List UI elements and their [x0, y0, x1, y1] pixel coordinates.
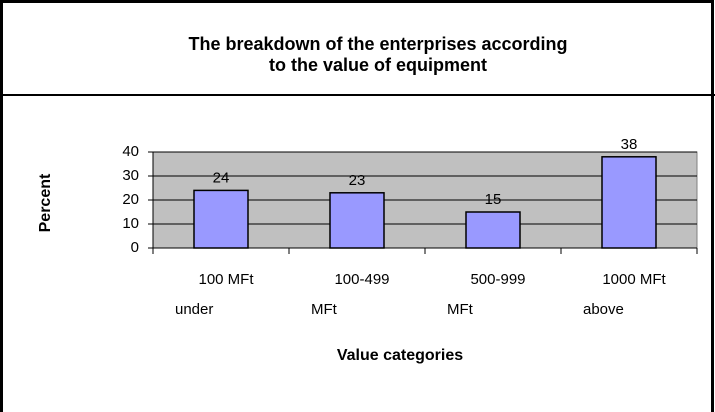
x-tick-label: 1000 MFt [602, 271, 666, 288]
x-axis-title: Value categories [337, 347, 463, 364]
y-tick-label: 10 [122, 215, 139, 232]
x-tick-label: under [175, 301, 213, 318]
data-label: 38 [621, 136, 638, 153]
bar [193, 189, 249, 249]
x-tick-label: 100 MFt [198, 271, 254, 288]
x-tick-label: 100-499 [334, 271, 389, 288]
chart-title: The breakdown of the enterprises accordi… [188, 34, 567, 54]
x-tick-label: above [583, 301, 624, 318]
y-tick-label: 30 [122, 167, 139, 184]
bar [329, 192, 385, 249]
y-tick-label: 20 [122, 191, 139, 208]
y-tick-label: 0 [131, 239, 139, 256]
x-tick-label: 500-999 [470, 271, 525, 288]
x-tick-label: MFt [447, 301, 474, 318]
data-label: 15 [485, 191, 502, 208]
y-axis-title: Percent [37, 173, 54, 232]
bar [601, 156, 657, 249]
bar [465, 211, 521, 249]
x-tick-label: MFt [311, 301, 338, 318]
data-label: 23 [349, 172, 366, 189]
data-label: 24 [213, 169, 230, 186]
y-tick-label: 40 [122, 143, 139, 160]
chart-title: to the value of equipment [269, 55, 487, 75]
